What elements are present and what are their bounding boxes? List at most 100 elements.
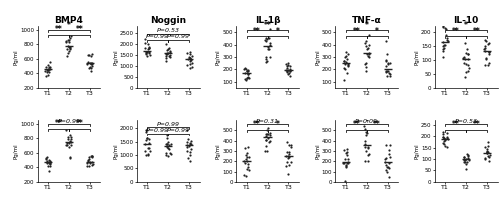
Point bbox=[342, 166, 349, 169]
Text: **: ** bbox=[54, 25, 62, 34]
Point bbox=[462, 75, 469, 79]
Point bbox=[64, 44, 72, 48]
Text: **: ** bbox=[253, 27, 261, 36]
Point bbox=[265, 48, 273, 51]
Point bbox=[263, 132, 271, 135]
Point bbox=[365, 153, 373, 156]
Text: P=0.99: P=0.99 bbox=[167, 34, 190, 39]
Point bbox=[244, 160, 252, 163]
Point bbox=[382, 39, 390, 43]
Y-axis label: Pg/ml: Pg/ml bbox=[113, 143, 118, 159]
Point bbox=[86, 61, 94, 64]
Point bbox=[66, 36, 74, 39]
Point bbox=[86, 65, 94, 69]
Point bbox=[162, 57, 170, 60]
Point bbox=[341, 67, 349, 71]
Point bbox=[287, 145, 295, 149]
Point bbox=[186, 56, 194, 59]
Point bbox=[385, 152, 393, 155]
Point bbox=[186, 150, 194, 154]
Point bbox=[266, 43, 274, 46]
Point bbox=[485, 51, 493, 54]
Point bbox=[444, 40, 452, 43]
Point bbox=[441, 137, 449, 140]
Point bbox=[362, 61, 370, 64]
Text: **: ** bbox=[472, 27, 480, 36]
Point bbox=[364, 54, 372, 57]
Point bbox=[163, 142, 171, 145]
Text: **: ** bbox=[374, 120, 381, 129]
Point bbox=[439, 141, 447, 145]
Text: P=0.99: P=0.99 bbox=[167, 128, 190, 133]
Point bbox=[341, 157, 349, 160]
Point bbox=[440, 139, 448, 143]
Point bbox=[165, 46, 173, 50]
Point bbox=[287, 160, 295, 163]
Point bbox=[482, 56, 490, 59]
Point bbox=[286, 68, 294, 71]
Point bbox=[66, 47, 74, 51]
Point bbox=[45, 169, 53, 173]
Point bbox=[144, 50, 152, 53]
Point bbox=[242, 154, 250, 157]
Point bbox=[62, 141, 70, 145]
Point bbox=[244, 165, 252, 168]
Point bbox=[363, 131, 371, 134]
Text: *: * bbox=[276, 27, 280, 36]
Point bbox=[66, 140, 74, 143]
Y-axis label: Pg/ml: Pg/ml bbox=[316, 49, 320, 65]
Point bbox=[142, 153, 150, 157]
Point bbox=[384, 61, 392, 65]
Point bbox=[166, 144, 173, 147]
Point bbox=[384, 70, 392, 73]
Point bbox=[442, 34, 450, 37]
Point bbox=[365, 52, 373, 56]
Point bbox=[264, 126, 272, 129]
Point bbox=[440, 142, 448, 145]
Point bbox=[386, 71, 394, 75]
Point bbox=[287, 143, 295, 146]
Point bbox=[261, 149, 269, 152]
Point bbox=[484, 63, 492, 66]
Point bbox=[482, 38, 490, 42]
Point bbox=[62, 41, 70, 44]
Text: **: ** bbox=[264, 21, 272, 30]
Point bbox=[361, 142, 369, 146]
Text: P=0.31: P=0.31 bbox=[256, 119, 279, 124]
Point bbox=[164, 48, 172, 52]
Point bbox=[43, 160, 51, 163]
Title: IL-1β: IL-1β bbox=[255, 16, 280, 25]
Point bbox=[65, 50, 73, 53]
Point bbox=[266, 139, 274, 143]
Point bbox=[261, 38, 269, 41]
Point bbox=[385, 148, 393, 151]
Point bbox=[284, 73, 292, 76]
Point bbox=[366, 56, 374, 59]
Point bbox=[186, 66, 194, 70]
Point bbox=[87, 69, 95, 73]
Point bbox=[244, 145, 252, 148]
Point bbox=[362, 39, 370, 42]
Point bbox=[484, 152, 492, 155]
Point bbox=[460, 56, 468, 59]
Point bbox=[242, 157, 250, 160]
Point bbox=[46, 164, 54, 167]
Point bbox=[146, 45, 154, 48]
Point bbox=[442, 145, 450, 148]
Point bbox=[286, 64, 294, 68]
Point bbox=[241, 162, 249, 165]
Point bbox=[361, 139, 369, 142]
Point bbox=[242, 79, 250, 82]
Point bbox=[482, 147, 490, 150]
Point bbox=[382, 59, 390, 62]
Point bbox=[262, 58, 270, 61]
Point bbox=[386, 155, 394, 159]
Point bbox=[464, 67, 472, 70]
Point bbox=[44, 68, 52, 72]
Point bbox=[266, 55, 274, 58]
Title: BMP4: BMP4 bbox=[54, 16, 84, 25]
Point bbox=[460, 56, 468, 59]
Point bbox=[83, 161, 91, 164]
Text: P=0.99: P=0.99 bbox=[156, 122, 180, 127]
Point bbox=[145, 50, 153, 54]
